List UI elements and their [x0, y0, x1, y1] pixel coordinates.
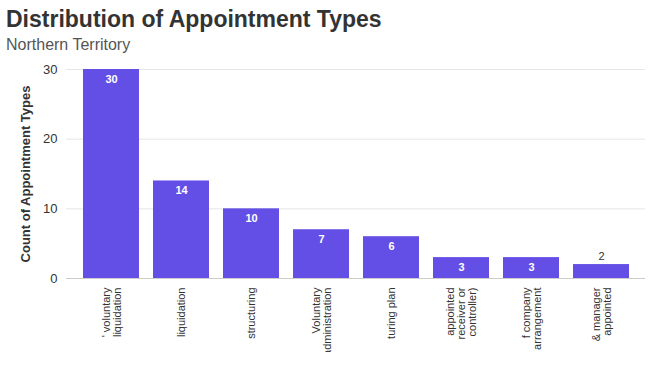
svg-text:liquidation: liquidation — [175, 288, 187, 338]
html-text:Northern Territory: Northern Territory — [6, 36, 131, 53]
svg-text:3: 3 — [458, 261, 464, 273]
svg-text:' voluntaryliquidation: ' voluntaryliquidation — [100, 287, 123, 337]
svg-text:6: 6 — [388, 240, 394, 252]
svg-text:30: 30 — [105, 73, 117, 85]
svg-text:20: 20 — [43, 131, 57, 146]
svg-text:& managerappointed: & managerappointed — [590, 287, 613, 341]
svg-text:30: 30 — [43, 62, 57, 77]
svg-text:turing plan: turing plan — [385, 288, 397, 339]
svg-text:Voluntaryadministration: Voluntaryadministration — [310, 287, 333, 352]
svg-text:Count of Appointment Types: Count of Appointment Types — [18, 86, 33, 263]
svg-text:3: 3 — [528, 261, 534, 273]
svg-text:10: 10 — [43, 201, 57, 216]
svg-text:f companyarrangement: f companyarrangement — [520, 287, 543, 350]
svg-text:2: 2 — [598, 250, 604, 262]
svg-text:structuring: structuring — [245, 288, 257, 339]
svg-text:7: 7 — [318, 233, 324, 245]
html-text:Distribution of Appointment Ty: Distribution of Appointment Types — [6, 6, 382, 32]
svg-text:14: 14 — [175, 184, 188, 196]
svg-text:0: 0 — [50, 271, 57, 286]
svg-text:appointedreceiver orcontroller: appointedreceiver orcontroller) — [444, 287, 478, 339]
svg-text:10: 10 — [245, 212, 257, 224]
